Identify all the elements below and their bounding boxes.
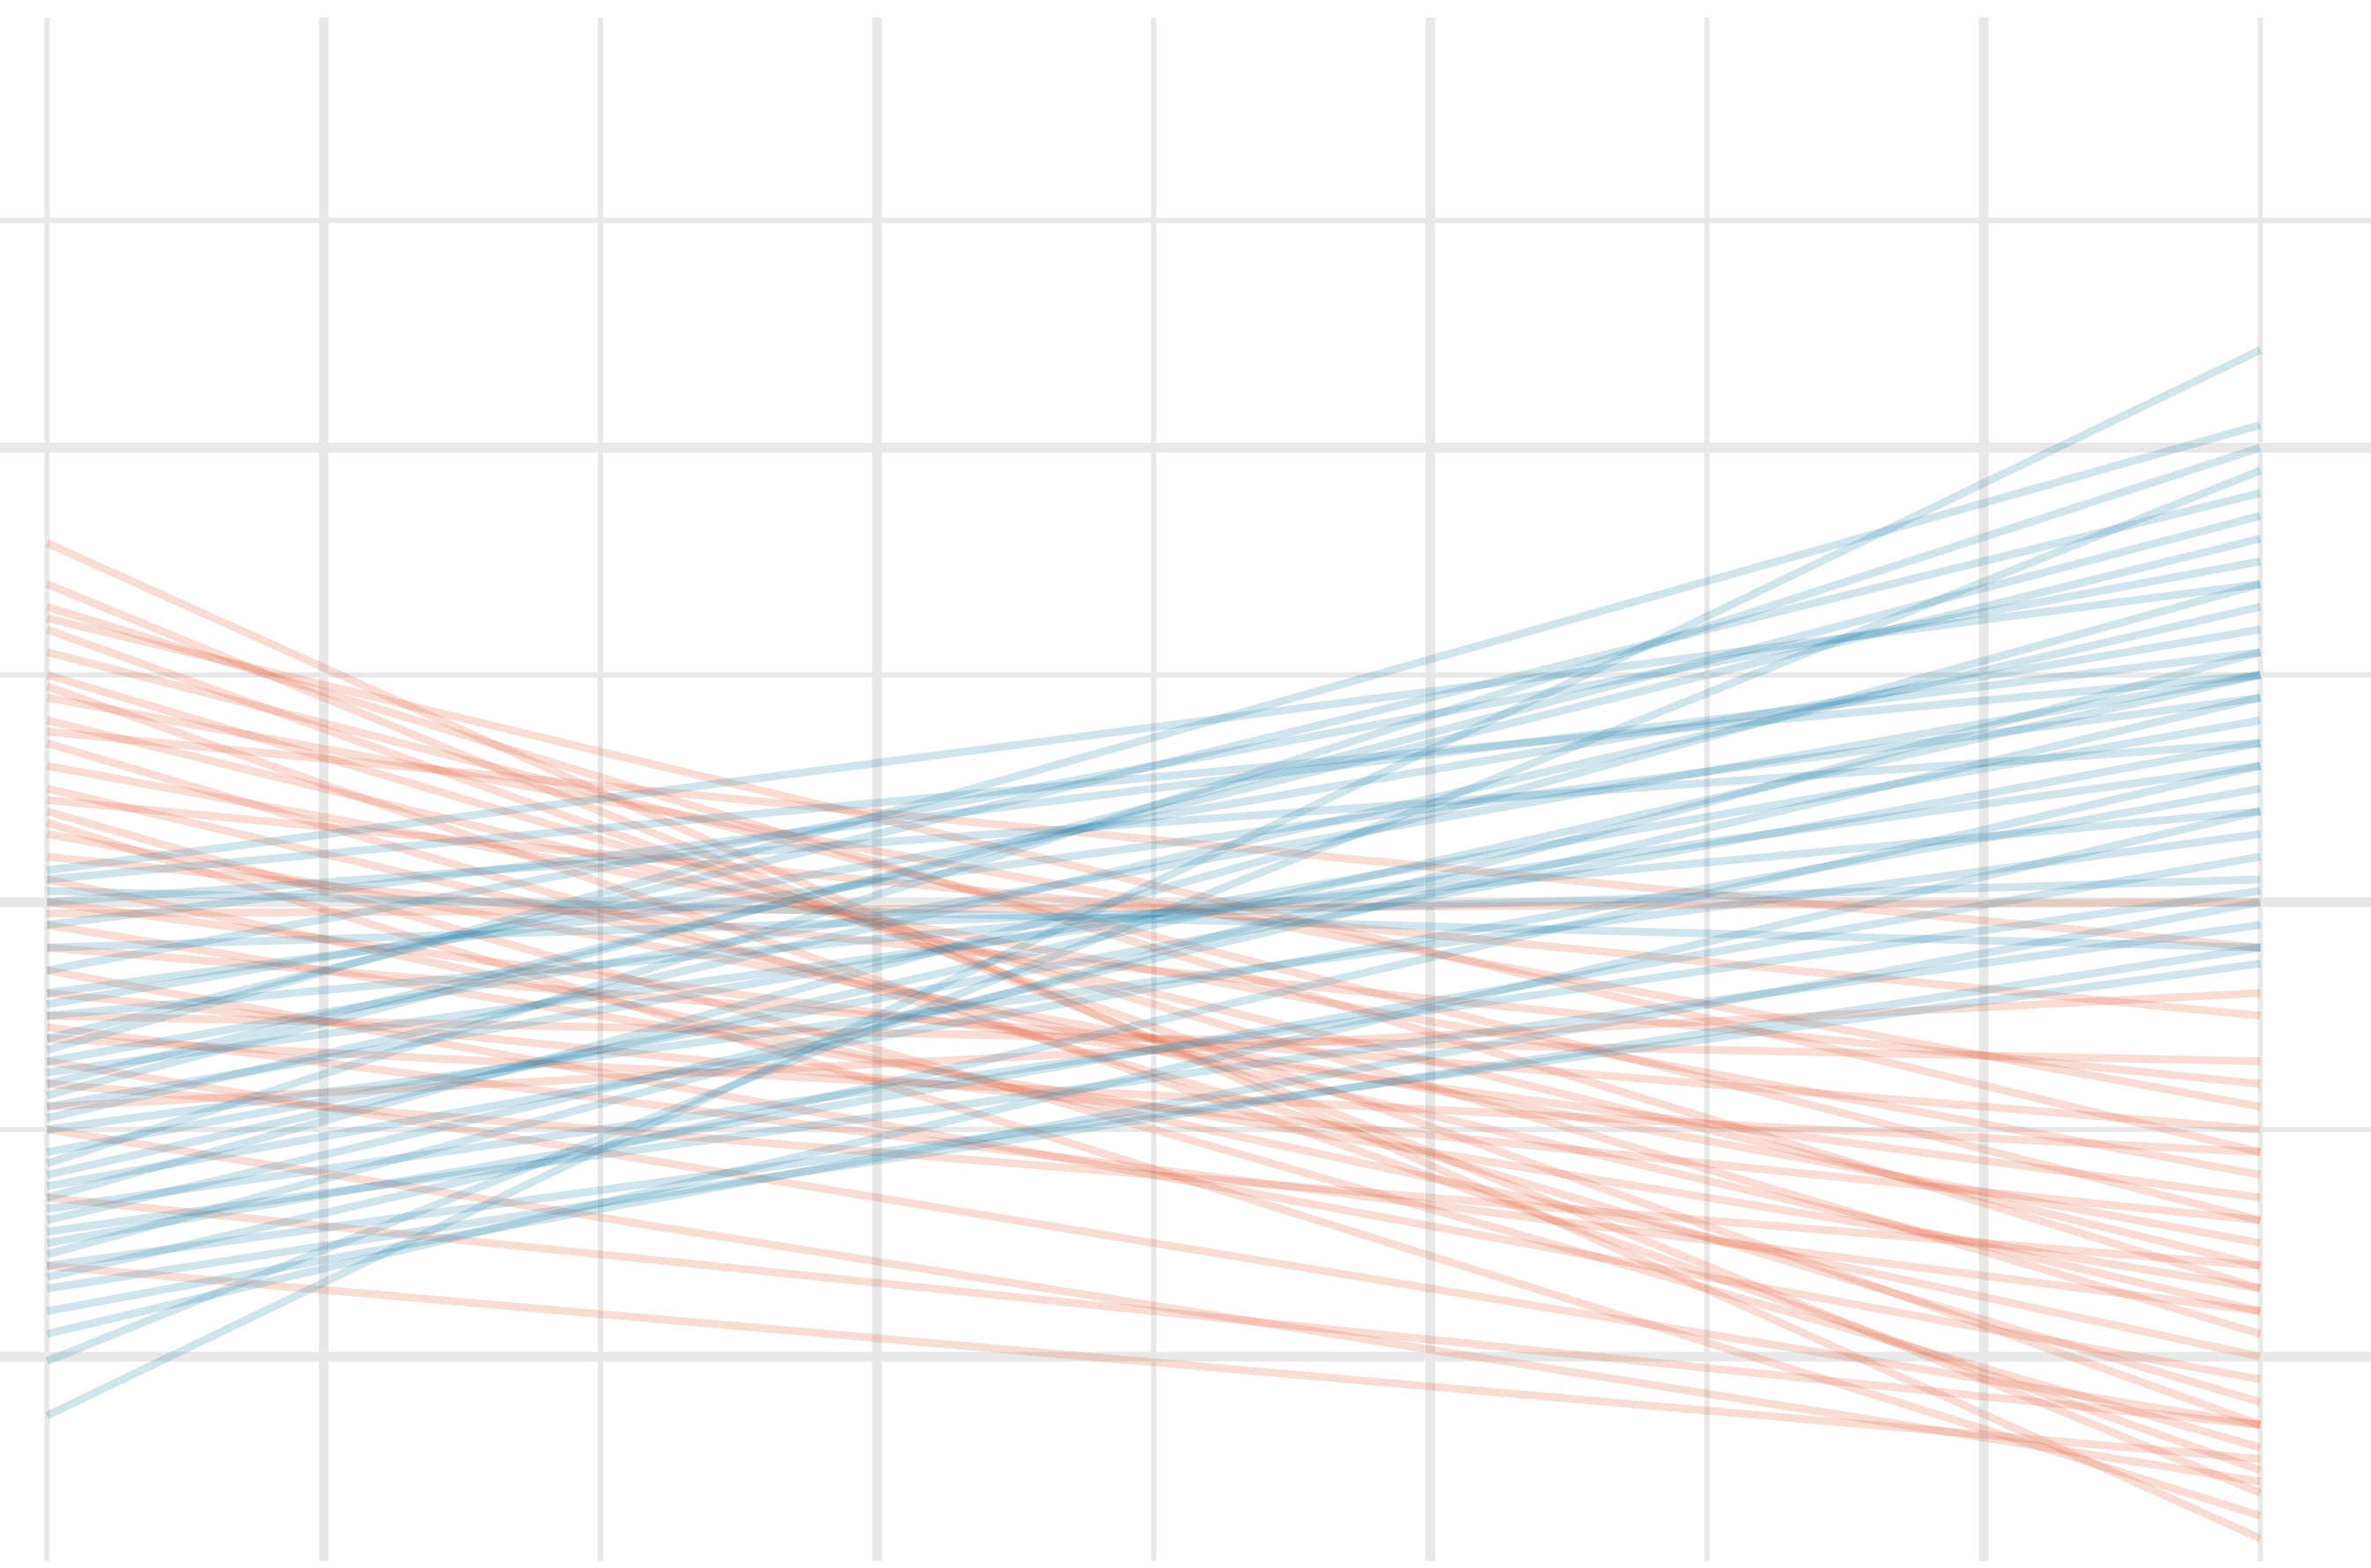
series-line [46, 648, 2262, 1259]
series-line [46, 579, 2261, 875]
series-line [46, 807, 2262, 1452]
series-line [47, 1012, 2261, 1065]
series-line [46, 784, 2262, 1190]
series-line [45, 346, 2263, 1420]
series-line [46, 727, 2261, 952]
series-line [46, 614, 2262, 1157]
series-line [47, 898, 2261, 918]
series-line [46, 693, 2261, 997]
series-line [46, 625, 2262, 1009]
series-line [46, 762, 2261, 1077]
series-line [46, 875, 2262, 1361]
series-line [47, 989, 2261, 1111]
series-line [46, 694, 2262, 1225]
series-line [46, 762, 2262, 1281]
series-line [45, 682, 2262, 1475]
series-line [46, 489, 2262, 1042]
series-line [46, 512, 2262, 1100]
series-line [47, 1262, 2261, 1463]
series-line [46, 739, 2262, 1157]
series-line [46, 602, 2262, 1292]
series-line [46, 671, 2262, 1338]
series-line [45, 580, 2263, 1497]
series-line [46, 959, 2261, 1270]
series-line [46, 898, 2262, 1315]
series-line [46, 829, 2262, 1248]
series-line [46, 716, 2262, 1270]
series-line [46, 648, 2262, 1225]
series-line [47, 887, 2261, 952]
series-line [47, 1034, 2261, 1157]
series-line [46, 671, 2262, 1065]
series-line [47, 671, 2261, 884]
series-line [46, 716, 2262, 1111]
series-line [46, 693, 2262, 1111]
series-line [46, 580, 2262, 1202]
series-line [46, 796, 2261, 1020]
series-line [46, 1056, 2262, 1429]
series-line [46, 819, 2262, 1520]
series-line [46, 739, 2262, 1406]
series-line [46, 534, 2262, 1088]
series-line [46, 807, 2262, 1338]
series-line [47, 1079, 2261, 1270]
series-line [46, 829, 2261, 1134]
series-line [46, 648, 2261, 929]
series-line [47, 875, 2261, 952]
series-line [46, 921, 2261, 1236]
series-line [45, 539, 2263, 1542]
series-line [46, 784, 2262, 1315]
series-line [46, 557, 2262, 975]
series-line [46, 1125, 2262, 1486]
series-line [46, 421, 2262, 1054]
series-line [46, 852, 2262, 1248]
series-line [46, 921, 2262, 1292]
series-line [46, 1023, 2261, 1315]
series-line [46, 989, 2261, 1225]
series-line [46, 943, 2261, 1292]
series-line [46, 1193, 2261, 1429]
series-line [45, 625, 2262, 1429]
series-line [46, 602, 2262, 1123]
series-line [46, 762, 2262, 1179]
series-line [46, 671, 2262, 1179]
series-line [45, 467, 2262, 1366]
series-line [46, 852, 2261, 1088]
series-line [47, 943, 2261, 1134]
series-line [47, 739, 2261, 907]
series-line [46, 887, 2261, 1213]
series-line [46, 444, 2262, 1167]
series-line [46, 898, 2261, 1202]
series-line [47, 806, 2261, 1020]
series-line [46, 966, 2262, 1384]
